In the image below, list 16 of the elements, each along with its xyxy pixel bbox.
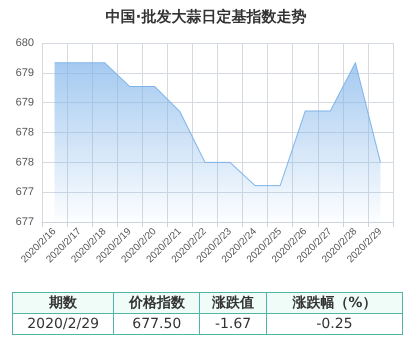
y-tick-label: 677 [16,216,34,228]
text: 677.50 [114,314,200,334]
text: -1.67 [200,314,266,334]
text: 涨跌值 [200,292,266,314]
y-tick-label: 679 [16,96,34,109]
text: 价格指数 [114,292,200,314]
y-tick-label: 678 [16,126,34,138]
text: 涨跌幅（%） [266,292,402,314]
y-tick-label: 677 [16,186,34,198]
chart-title: 中国·批发大蒜日定基指数走势 [106,8,306,26]
text: 期数 [12,292,114,314]
y-tick-label: 679 [16,66,34,79]
text: 2020/2/29 [12,314,114,334]
text: -0.25 [266,314,402,334]
y-tick-label: 678 [16,156,34,168]
y-tick-label: 680 [16,37,34,49]
